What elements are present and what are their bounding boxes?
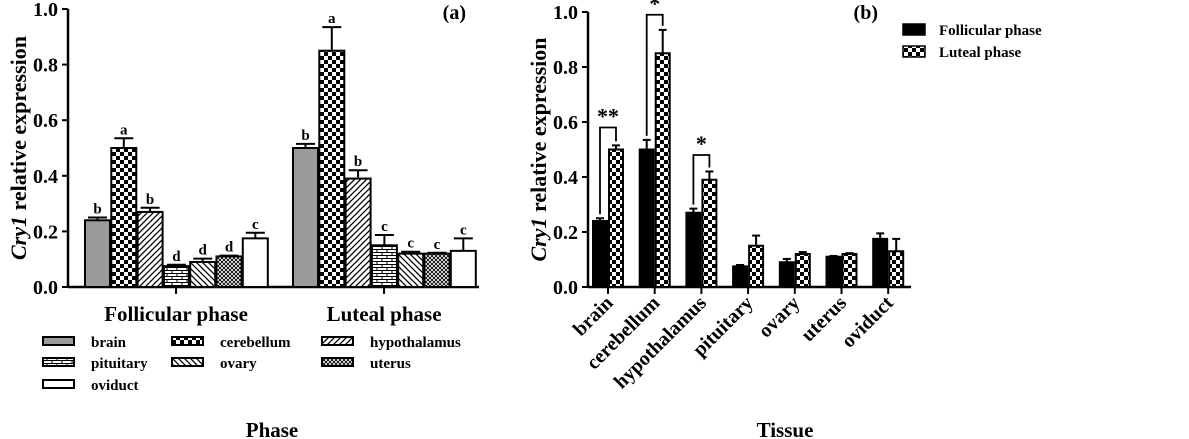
- bar-follicular-phase: [872, 237, 889, 288]
- legend-label: brain: [91, 335, 127, 351]
- significance-letter: b: [146, 192, 154, 208]
- legend-label: uterus: [370, 356, 411, 372]
- y-tick-label: 1.0: [553, 2, 578, 24]
- significance-letter: b: [93, 202, 101, 218]
- significance-letter: c: [407, 236, 414, 252]
- significance-letter: c: [434, 237, 441, 253]
- bar-pituitary: [370, 244, 398, 289]
- significance-mark: **: [597, 104, 619, 129]
- legend-swatch-ovary: [171, 357, 204, 367]
- legend-label: Luteal phase: [939, 45, 1021, 61]
- legend-label: hypothalamus: [370, 335, 461, 351]
- bar-brain: [84, 219, 111, 288]
- x-category-label: oviduct: [837, 292, 898, 353]
- significance-bracket: [645, 13, 664, 136]
- bar-luteal-phase: [888, 250, 905, 288]
- x-category-label: Luteal phase: [327, 302, 442, 326]
- significance-letter: b: [354, 154, 362, 170]
- bar-uterus: [215, 255, 243, 289]
- y-tick-label: 0.8: [33, 55, 58, 77]
- bar-follicular-phase: [685, 211, 702, 288]
- y-axis-label-text: relative expression: [6, 36, 31, 216]
- legend-swatch-uterus: [321, 357, 354, 367]
- y-axis-label-gene: Cry1: [526, 218, 551, 262]
- bar-follicular-phase: [825, 255, 842, 288]
- bar-pituitary: [162, 265, 190, 288]
- bar-hypothalamus: [344, 177, 372, 288]
- bar-luteal-phase: [654, 52, 671, 288]
- significance-mark: *: [696, 131, 707, 156]
- legend-swatch-brain: [42, 336, 75, 346]
- significance-letter: d: [172, 249, 181, 265]
- bar-luteal-phase: [701, 178, 718, 288]
- panel-label: (a): [443, 2, 466, 24]
- significance-letter: d: [199, 243, 208, 259]
- bar-follicular-phase: [592, 220, 608, 288]
- panel-label: (b): [854, 2, 878, 24]
- bar-luteal-phase: [794, 253, 811, 288]
- y-tick-label: 1.0: [33, 0, 58, 21]
- significance-letter: c: [381, 219, 388, 235]
- legend-swatch-oviduct: [42, 379, 75, 389]
- legend-label: Follicular phase: [939, 23, 1042, 39]
- x-axis-title: Tissue: [757, 418, 814, 439]
- bar-oviduct: [241, 237, 269, 289]
- bar-hypothalamus: [136, 210, 164, 288]
- y-tick-label: 0.6: [33, 110, 58, 132]
- legend-swatch-follicular-phase: [902, 23, 926, 36]
- y-tick-label: 0.0: [33, 277, 58, 299]
- bar-ovary: [397, 252, 425, 288]
- significance-mark: *: [649, 0, 660, 16]
- x-category-label: Follicular phase: [104, 302, 248, 326]
- x-category-label: ovary: [754, 292, 804, 342]
- significance-letter: a: [120, 122, 128, 138]
- legend-label: pituitary: [91, 356, 148, 372]
- bar-ovary: [189, 260, 217, 289]
- y-tick-label: 0.2: [33, 221, 58, 243]
- y-axis-label: Cry1 relative expression: [526, 37, 551, 261]
- y-axis-label-gene: Cry1: [6, 216, 31, 260]
- bar-luteal-phase: [841, 253, 858, 288]
- significance-letter: d: [225, 240, 234, 256]
- bar-cerebellum: [110, 147, 138, 288]
- bar-uterus: [423, 252, 451, 288]
- significance-bracket: [599, 126, 617, 215]
- significance-letter: b: [301, 128, 309, 144]
- legend-swatch-cerebellum: [171, 336, 204, 346]
- bar-cerebellum: [318, 49, 346, 289]
- significance-letter: a: [328, 11, 336, 27]
- legend-label: ovary: [220, 356, 257, 372]
- bar-oviduct: [449, 249, 477, 288]
- bar-luteal-phase: [748, 244, 765, 288]
- y-tick-label: 0.6: [553, 112, 578, 134]
- legend-label: cerebellum: [220, 335, 291, 351]
- y-tick-label: 0.8: [553, 57, 578, 79]
- significance-letter: c: [460, 222, 467, 238]
- legend-swatch-pituitary: [42, 357, 75, 367]
- legend-swatch-hypothalamus: [321, 336, 354, 346]
- x-axis-title: Phase: [246, 418, 299, 439]
- y-axis-label-text: relative expression: [526, 37, 551, 217]
- y-axis-label: Cry1 relative expression: [6, 36, 31, 260]
- y-tick-label: 0.4: [33, 166, 58, 188]
- y-tick-label: 0.4: [553, 167, 578, 189]
- bar-brain: [292, 147, 319, 288]
- bar-luteal-phase: [608, 148, 624, 288]
- y-tick-label: 0.0: [553, 277, 578, 299]
- bar-follicular-phase: [638, 148, 655, 288]
- bar-follicular-phase: [732, 265, 749, 288]
- bar-follicular-phase: [778, 261, 795, 288]
- significance-letter: c: [252, 217, 259, 233]
- legend-label: oviduct: [91, 378, 139, 394]
- legend-swatch-luteal-phase: [902, 45, 926, 58]
- significance-bracket: [692, 154, 711, 205]
- y-tick-label: 0.2: [553, 222, 578, 244]
